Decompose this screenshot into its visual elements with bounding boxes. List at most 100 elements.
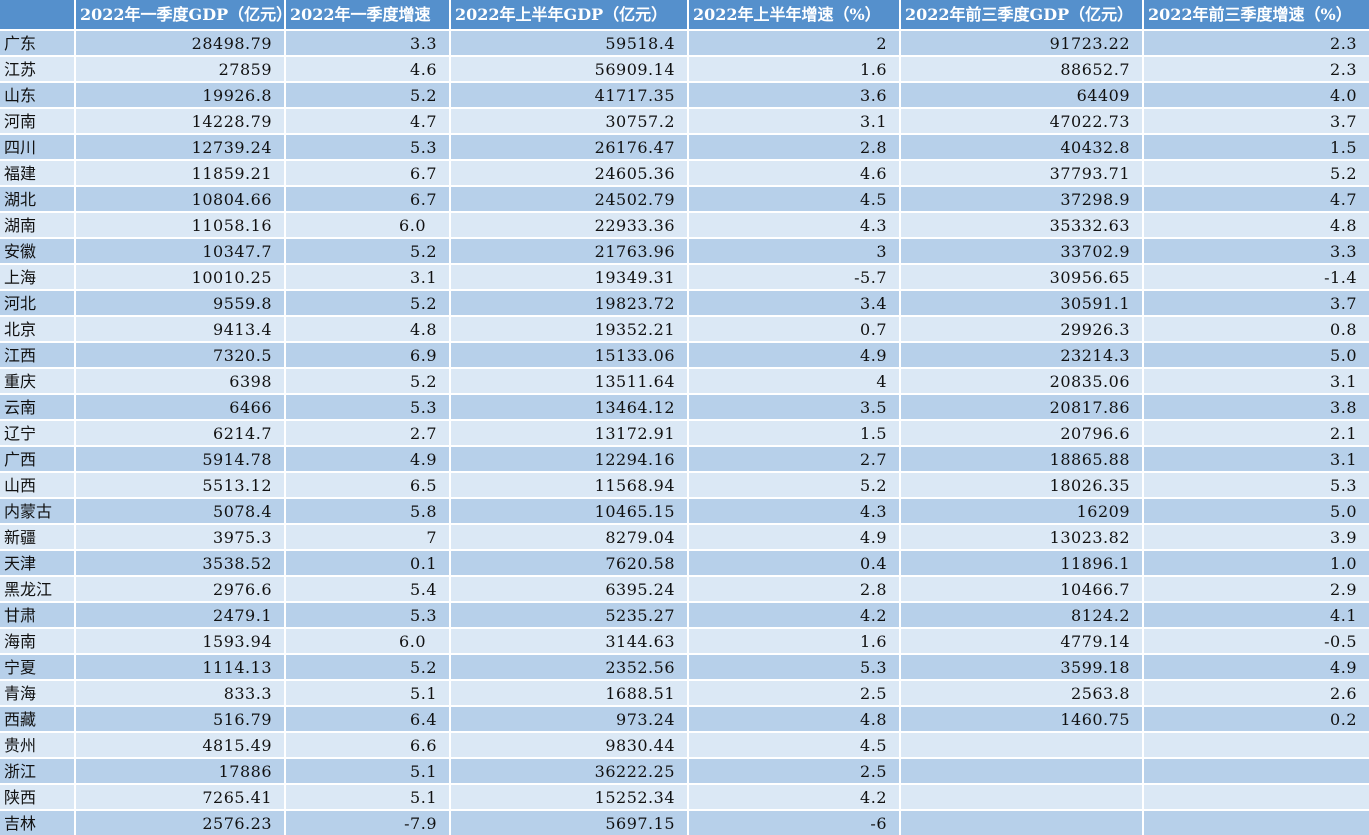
table-cell[interactable]: 21763.96	[450, 238, 689, 265]
table-cell[interactable]: 7620.58	[450, 550, 689, 577]
table-cell[interactable]: 5.2	[285, 82, 451, 109]
table-cell[interactable]: 4.9	[688, 342, 901, 369]
table-cell[interactable]: 2352.56	[450, 654, 689, 681]
row-label[interactable]: 贵州	[0, 732, 76, 759]
table-cell[interactable]: 3538.52	[75, 550, 286, 577]
table-cell[interactable]: 4.8	[1143, 212, 1369, 239]
table-cell[interactable]: 0.1	[285, 550, 451, 577]
row-label[interactable]: 广西	[0, 446, 76, 473]
table-cell[interactable]: 4.3	[688, 212, 901, 239]
table-cell[interactable]	[1143, 758, 1369, 785]
table-cell[interactable]: 3975.3	[75, 524, 286, 551]
table-cell[interactable]: 37793.71	[900, 160, 1144, 187]
table-cell[interactable]: 3.6	[688, 82, 901, 109]
row-label[interactable]: 海南	[0, 628, 76, 655]
table-cell[interactable]: 2.5	[688, 758, 901, 785]
table-cell[interactable]: 5.2	[285, 654, 451, 681]
table-cell[interactable]: 5.2	[1143, 160, 1369, 187]
table-cell[interactable]: 24502.79	[450, 186, 689, 213]
table-cell[interactable]: 13172.91	[450, 420, 689, 447]
table-cell[interactable]: 4.8	[285, 316, 451, 343]
table-cell[interactable]: 8124.2	[900, 602, 1144, 629]
table-cell[interactable]: 11859.21	[75, 160, 286, 187]
table-cell[interactable]: 6214.7	[75, 420, 286, 447]
column-header[interactable]: 2022年上半年增速（%）	[688, 0, 901, 31]
row-label[interactable]: 辽宁	[0, 420, 76, 447]
table-cell[interactable]: 9559.8	[75, 290, 286, 317]
row-label[interactable]: 浙江	[0, 758, 76, 785]
table-cell[interactable]: 2479.1	[75, 602, 286, 629]
table-cell[interactable]: 40432.8	[900, 134, 1144, 161]
column-header[interactable]: 2022年前三季度增速（%）	[1143, 0, 1369, 31]
table-cell[interactable]: 10804.66	[75, 186, 286, 213]
table-cell[interactable]: 10466.7	[900, 576, 1144, 603]
table-cell[interactable]: 4.0	[1143, 82, 1369, 109]
table-cell[interactable]: 16209	[900, 498, 1144, 525]
table-cell[interactable]	[900, 758, 1144, 785]
table-cell[interactable]: 4.1	[1143, 602, 1369, 629]
table-cell[interactable]: 19823.72	[450, 290, 689, 317]
table-cell[interactable]	[1143, 784, 1369, 811]
table-cell[interactable]: 5078.4	[75, 498, 286, 525]
table-cell[interactable]: 2.7	[285, 420, 451, 447]
table-cell[interactable]	[1143, 732, 1369, 759]
table-cell[interactable]: 20796.6	[900, 420, 1144, 447]
table-cell[interactable]: 10347.7	[75, 238, 286, 265]
table-cell[interactable]: 18026.35	[900, 472, 1144, 499]
table-cell[interactable]: 6.6	[285, 732, 451, 759]
table-cell[interactable]: 3.8	[1143, 394, 1369, 421]
table-cell[interactable]: 88652.7	[900, 56, 1144, 83]
table-cell[interactable]: 7265.41	[75, 784, 286, 811]
table-cell[interactable]: 33702.9	[900, 238, 1144, 265]
table-cell[interactable]: 3.9	[1143, 524, 1369, 551]
table-cell[interactable]: 6.0	[285, 212, 451, 239]
table-cell[interactable]: 5914.78	[75, 446, 286, 473]
table-cell[interactable]: 5.3	[285, 394, 451, 421]
row-label[interactable]: 湖南	[0, 212, 76, 239]
table-cell[interactable]: 5235.27	[450, 602, 689, 629]
table-cell[interactable]: -6	[688, 810, 901, 835]
table-cell[interactable]: 37298.9	[900, 186, 1144, 213]
table-cell[interactable]: 59518.4	[450, 30, 689, 57]
row-label[interactable]: 福建	[0, 160, 76, 187]
table-cell[interactable]: 3.3	[285, 30, 451, 57]
table-cell[interactable]: 9830.44	[450, 732, 689, 759]
table-cell[interactable]: 6.5	[285, 472, 451, 499]
row-label[interactable]: 新疆	[0, 524, 76, 551]
table-cell[interactable]: 15252.34	[450, 784, 689, 811]
table-cell[interactable]: 516.79	[75, 706, 286, 733]
table-cell[interactable]: 29926.3	[900, 316, 1144, 343]
row-label[interactable]: 广东	[0, 30, 76, 57]
table-cell[interactable]: 22933.36	[450, 212, 689, 239]
table-cell[interactable]: 6.7	[285, 160, 451, 187]
row-label[interactable]: 内蒙古	[0, 498, 76, 525]
table-cell[interactable]: 3.7	[1143, 290, 1369, 317]
row-label[interactable]: 安徽	[0, 238, 76, 265]
table-cell[interactable]: 1.6	[688, 628, 901, 655]
row-label[interactable]: 山西	[0, 472, 76, 499]
table-cell[interactable]: 0.7	[688, 316, 901, 343]
table-cell[interactable]: 36222.25	[450, 758, 689, 785]
table-cell[interactable]: 30757.2	[450, 108, 689, 135]
table-cell[interactable]: 2.3	[1143, 56, 1369, 83]
table-cell[interactable]: 13511.64	[450, 368, 689, 395]
table-cell[interactable]: 13464.12	[450, 394, 689, 421]
table-cell[interactable]: -5.7	[688, 264, 901, 291]
table-cell[interactable]: 2.1	[1143, 420, 1369, 447]
table-cell[interactable]: 4815.49	[75, 732, 286, 759]
table-cell[interactable]: 2563.8	[900, 680, 1144, 707]
table-cell[interactable]: -1.4	[1143, 264, 1369, 291]
table-cell[interactable]: 0.8	[1143, 316, 1369, 343]
table-cell[interactable]: 9413.4	[75, 316, 286, 343]
row-label[interactable]: 四川	[0, 134, 76, 161]
row-label[interactable]: 江西	[0, 342, 76, 369]
table-cell[interactable]: 6395.24	[450, 576, 689, 603]
table-cell[interactable]: 19352.21	[450, 316, 689, 343]
table-cell[interactable]: 24605.36	[450, 160, 689, 187]
table-cell[interactable]: 7	[285, 524, 451, 551]
table-cell[interactable]: 2.8	[688, 134, 901, 161]
row-label[interactable]: 河北	[0, 290, 76, 317]
table-cell[interactable]: 5.4	[285, 576, 451, 603]
table-cell[interactable]: 4.9	[688, 524, 901, 551]
table-cell[interactable]: 5.0	[1143, 342, 1369, 369]
